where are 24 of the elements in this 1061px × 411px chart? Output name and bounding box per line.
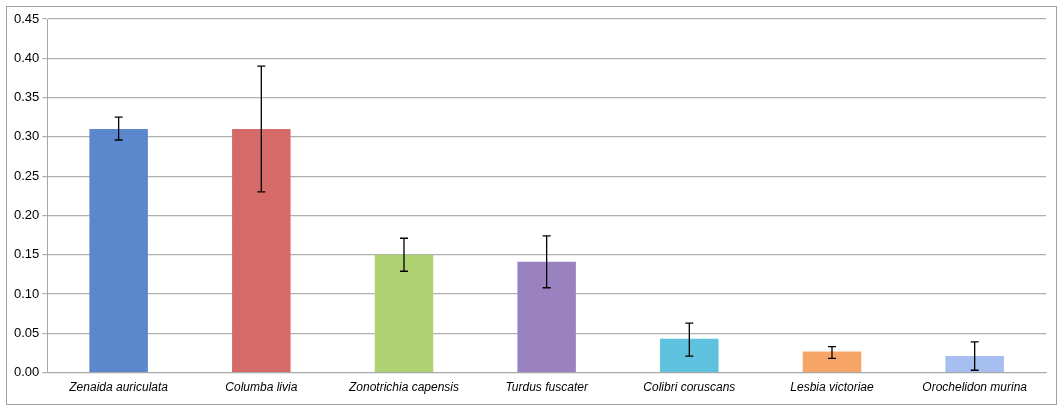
bar: [945, 356, 1004, 372]
x-tick-label: Lesbia victoriae: [790, 380, 874, 395]
x-tick-label: Zonotrichia capensis: [347, 380, 460, 395]
y-tick-label: 0.30: [13, 128, 40, 144]
y-tick-label: 0.40: [13, 49, 40, 65]
bar: [517, 261, 576, 372]
bar: [802, 351, 862, 372]
y-tick-label: 0.10: [13, 285, 40, 301]
y-tick-label: 0.15: [13, 246, 40, 262]
bar: [660, 338, 719, 372]
bar: [89, 129, 148, 372]
x-tick-label: Orochelidon murina: [922, 380, 1028, 395]
bar: [232, 129, 291, 372]
y-tick-label: 0.25: [13, 167, 40, 183]
x-tick-label: Zenaida auriculata: [68, 380, 169, 395]
x-tick-label: Columba livia: [225, 380, 298, 395]
y-tick-label: 0.35: [13, 89, 40, 105]
x-tick-label: Turdus fuscater: [505, 380, 589, 395]
bar: [374, 254, 434, 372]
y-tick-label: 0.45: [13, 10, 40, 26]
y-tick-label: 0.05: [13, 324, 40, 340]
x-tick-label: Colibri coruscans: [643, 380, 736, 395]
y-tick-label: 0.00: [13, 364, 40, 380]
y-tick-label: 0.20: [13, 207, 40, 223]
